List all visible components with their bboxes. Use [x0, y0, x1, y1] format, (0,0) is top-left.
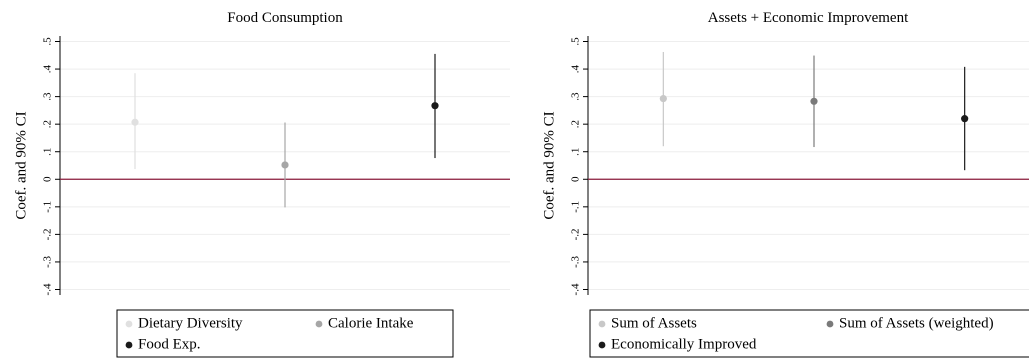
legend-label: Economically Improved: [611, 336, 757, 352]
coef-point-0: [131, 118, 139, 126]
legend-marker: [598, 341, 606, 349]
y-tick-label: -.3: [570, 255, 582, 267]
legend-label: Food Exp.: [138, 336, 201, 352]
y-tick-label: .3: [570, 92, 582, 101]
y-tick-label: -.2: [570, 228, 582, 240]
chart-panel-assets-economic-improvement: Assets + Economic Improvement .5 .4 .3 .2 .1 0…: [541, 10, 1029, 358]
legend-marker: [125, 320, 133, 328]
legend-label: Sum of Assets: [611, 315, 697, 331]
legend-label: Calorie Intake: [328, 315, 414, 331]
coef-point-1: [810, 97, 818, 105]
y-tick-label: .1: [570, 148, 582, 156]
y-tick-label: -.2: [42, 228, 54, 240]
legend-marker: [125, 341, 133, 349]
legend-box: [116, 309, 454, 358]
coef-point-0: [659, 94, 667, 103]
y-axis-label: Coef. and 90% CI: [541, 111, 557, 219]
legend-box: [589, 309, 1029, 358]
y-tick-label: -.1: [570, 201, 582, 213]
y-tick-label: -.4: [570, 283, 582, 295]
y-tick-label: .2: [42, 120, 54, 128]
chart-panel-food-consumption: Food Consumption .5 .4 .3 .2 .1 0 -.1 -.2 -.3 -.4 C…: [13, 10, 510, 358]
y-tick-label: .5: [42, 37, 54, 46]
y-axis-label: Coef. and 90% CI: [13, 111, 29, 219]
y-tick-label: .4: [42, 64, 54, 73]
coef-point-2: [961, 115, 969, 123]
legend-label: Dietary Diversity: [138, 315, 243, 331]
legend-marker: [598, 320, 606, 328]
chart-title: Food Consumption: [227, 10, 343, 26]
y-tick-label: -.4: [42, 283, 54, 295]
y-tick-label: .2: [570, 120, 582, 128]
legend-marker: [826, 320, 834, 328]
y-tick-label: .5: [570, 37, 582, 46]
y-tick-label: 0: [42, 176, 54, 182]
coef-point-2: [431, 102, 439, 110]
y-tick-label: -.3: [42, 255, 54, 267]
y-tick-label: -.1: [42, 201, 54, 213]
chart-title: Assets + Economic Improvement: [708, 10, 909, 26]
coef-point-1: [281, 161, 289, 169]
y-tick-label: .1: [42, 148, 54, 156]
legend-marker: [315, 320, 323, 328]
y-tick-label: 0: [570, 176, 582, 182]
legend-label: Sum of Assets (weighted): [839, 315, 994, 331]
y-tick-label: .3: [42, 92, 54, 101]
y-tick-label: .4: [570, 64, 582, 73]
